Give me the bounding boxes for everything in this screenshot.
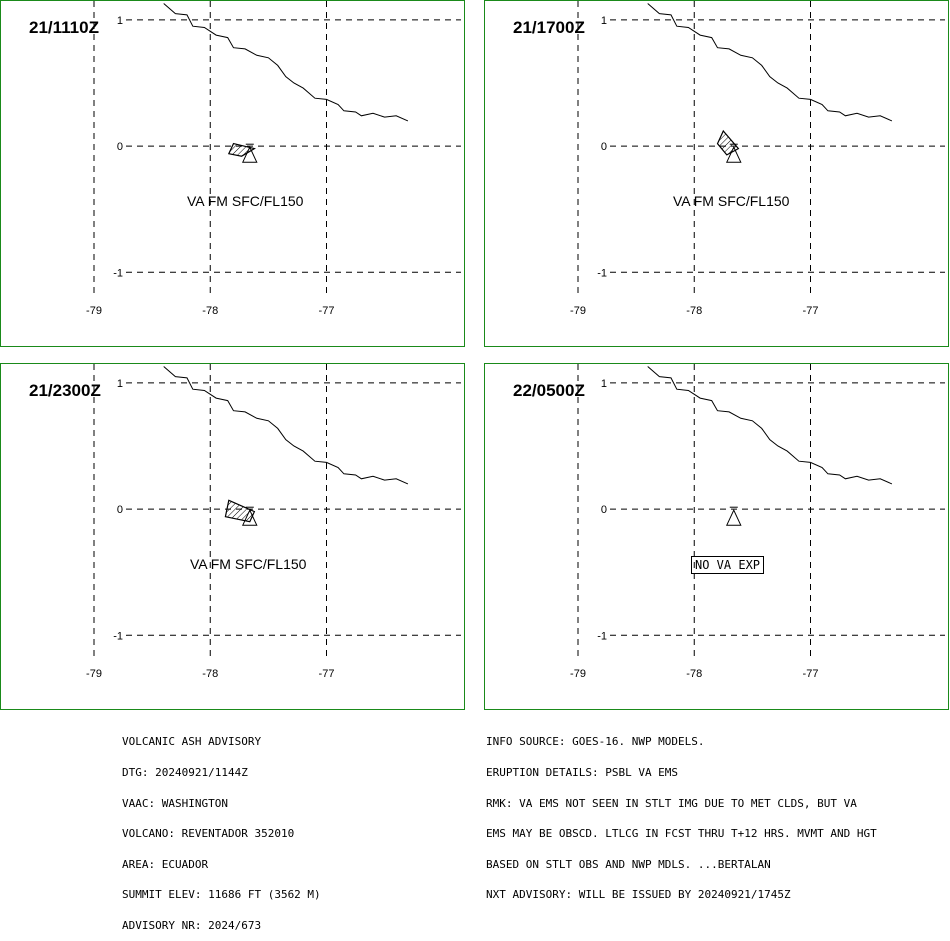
longitude-tick-label: -79 bbox=[570, 668, 586, 680]
latitude-tick-label: -1 bbox=[597, 267, 607, 279]
panel-timestamp: 21/1700Z bbox=[513, 18, 585, 37]
volcano-icon bbox=[241, 509, 258, 526]
advisory-line: SUMMIT ELEV: 11686 FT (3562 M) bbox=[122, 888, 321, 902]
latitude-tick-label: 1 bbox=[601, 378, 607, 390]
volcano-icon bbox=[725, 146, 742, 163]
map-canvas: -79 -78 -77 1 0 -1 bbox=[570, 364, 945, 680]
advisory-line: VOLCANIC ASH ADVISORY bbox=[122, 735, 262, 749]
advisory-line: ERUPTION DETAILS: PSBL VA EMS bbox=[486, 766, 679, 780]
coastline bbox=[163, 3, 409, 122]
latitude-tick-label: 0 bbox=[601, 141, 607, 153]
advisory-line: AREA: ECUADOR bbox=[122, 857, 209, 871]
panel-timestamp: 21/2300Z bbox=[29, 381, 101, 400]
panel-timestamp: 22/0500Z bbox=[513, 381, 585, 400]
advisory-line: EMS MAY BE OBSCD. LTLCG IN FCST THRU T+1… bbox=[486, 827, 877, 841]
longitude-tick-label: -78 bbox=[202, 305, 218, 317]
ash-extent-label: VA FM SFC/FL150 bbox=[187, 193, 304, 209]
ash-extent-label: VA FM SFC/FL150 bbox=[190, 556, 307, 572]
latitude-tick-label: -1 bbox=[597, 630, 607, 642]
coastline bbox=[647, 366, 893, 485]
panel-timestamp: 21/1110Z bbox=[29, 18, 99, 37]
volcano-icon bbox=[241, 146, 258, 163]
latitude-tick-label: 1 bbox=[117, 15, 123, 27]
latitude-tick-label: 0 bbox=[601, 504, 607, 516]
advisory-line: DTG: 20240921/1144Z bbox=[122, 766, 248, 780]
advisory-line: RMK: VA EMS NOT SEEN IN STLT IMG DUE TO … bbox=[486, 796, 857, 810]
coastline bbox=[647, 3, 893, 122]
advisory-line: NXT ADVISORY: WILL BE ISSUED BY 20240921… bbox=[486, 888, 791, 902]
longitude-tick-label: -78 bbox=[202, 668, 218, 680]
advisory-text-right: INFO SOURCE: GOES-16. NWP MODELS. ERUPTI… bbox=[486, 717, 877, 911]
longitude-tick-label: -78 bbox=[686, 305, 702, 317]
map-canvas: -79 -78 -77 1 0 -1 bbox=[570, 1, 945, 317]
advisory-line: VOLCANO: REVENTADOR 352010 bbox=[122, 827, 295, 841]
latitude-tick-label: -1 bbox=[113, 630, 123, 642]
advisory-line: INFO SOURCE: GOES-16. NWP MODELS. bbox=[486, 735, 705, 749]
advisory-text-left: VOLCANIC ASH ADVISORY DTG: 20240921/1144… bbox=[122, 717, 321, 941]
volcano-icon bbox=[725, 509, 742, 526]
coastline bbox=[163, 366, 409, 485]
latitude-tick-label: 0 bbox=[117, 504, 123, 516]
longitude-tick-label: -79 bbox=[570, 305, 586, 317]
longitude-tick-label: -77 bbox=[803, 668, 819, 680]
forecast-panel-4: -79 -78 -77 1 0 -1 22/0500Z NO VA EXP bbox=[484, 363, 949, 710]
latitude-tick-label: -1 bbox=[113, 267, 123, 279]
latitude-tick-label: 1 bbox=[601, 15, 607, 27]
advisory-line: BASED ON STLT OBS AND NWP MDLS. ...BERTA… bbox=[486, 857, 771, 871]
no-ash-expected-box: NO VA EXP bbox=[691, 556, 765, 574]
forecast-panel-1: -79 -78 -77 1 0 -1 21/1110Z VA FM SFC/FL150 bbox=[0, 0, 465, 347]
ash-extent-label: VA FM SFC/FL150 bbox=[673, 193, 790, 209]
latitude-tick-label: 1 bbox=[117, 378, 123, 390]
longitude-tick-label: -77 bbox=[319, 305, 335, 317]
ash-cloud-polygon bbox=[227, 142, 256, 157]
longitude-tick-label: -79 bbox=[86, 668, 102, 680]
latitude-tick-label: 0 bbox=[117, 141, 123, 153]
longitude-tick-label: -79 bbox=[86, 305, 102, 317]
forecast-panel-2: -79 -78 -77 1 0 -1 21/1700Z VA FM SFC/FL150 bbox=[484, 0, 949, 347]
advisory-line: ADVISORY NR: 2024/673 bbox=[122, 919, 262, 933]
map-canvas: -79 -78 -77 1 0 -1 bbox=[86, 364, 461, 680]
longitude-tick-label: -77 bbox=[803, 305, 819, 317]
forecast-panel-3: -79 -78 -77 1 0 -1 21/2300Z VA FM SFC/FL150 bbox=[0, 363, 465, 710]
longitude-tick-label: -77 bbox=[319, 668, 335, 680]
map-canvas: -79 -78 -77 1 0 -1 bbox=[86, 1, 461, 317]
longitude-tick-label: -78 bbox=[686, 668, 702, 680]
advisory-line: VAAC: WASHINGTON bbox=[122, 796, 228, 810]
